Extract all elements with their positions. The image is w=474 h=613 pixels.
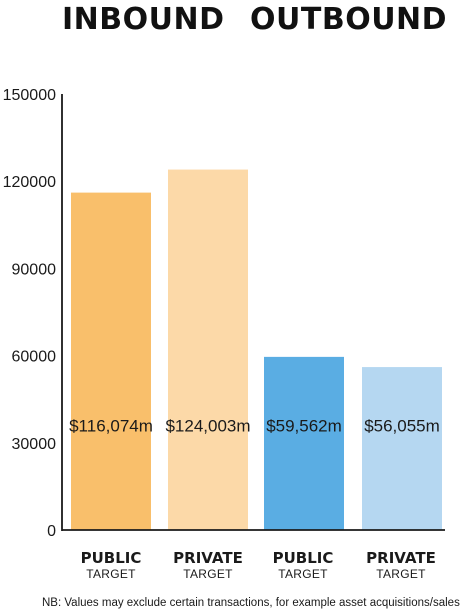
inbound-heading: INBOUND: [62, 2, 225, 37]
category-sub-label: TARGET: [278, 567, 328, 581]
footnote: NB: Values may exclude certain transacti…: [42, 597, 460, 609]
bar: [264, 356, 344, 530]
data-label: $56,055m: [364, 416, 440, 435]
bar: [71, 192, 151, 530]
bar: [168, 169, 248, 530]
y-tick-label: 150000: [3, 87, 56, 104]
category-sub-label: TARGET: [86, 567, 136, 581]
category-main-label: PUBLIC: [272, 549, 334, 567]
category-label: PRIVATE TARGET: [351, 549, 451, 582]
category-main-label: PUBLIC: [80, 549, 142, 567]
data-label: $116,074m: [69, 416, 153, 435]
category-main-label: PRIVATE: [366, 549, 436, 567]
data-label: $124,003m: [165, 416, 250, 435]
bar: [362, 367, 442, 530]
y-tick-label: 60000: [12, 349, 57, 366]
category-main-label: PRIVATE: [173, 549, 243, 567]
category-label: PRIVATE TARGET: [158, 549, 258, 582]
category-sub-label: TARGET: [376, 567, 426, 581]
y-tick-label: 120000: [3, 174, 56, 191]
y-tick-label: 0: [47, 523, 56, 540]
outbound-heading: OUTBOUND: [250, 2, 448, 37]
y-tick-label: 90000: [12, 261, 57, 278]
category-label: PUBLIC TARGET: [253, 549, 353, 582]
data-label: $59,562m: [266, 416, 342, 435]
y-tick-label: 30000: [12, 436, 57, 453]
category-sub-label: TARGET: [183, 567, 233, 581]
category-label: PUBLIC TARGET: [61, 549, 161, 582]
